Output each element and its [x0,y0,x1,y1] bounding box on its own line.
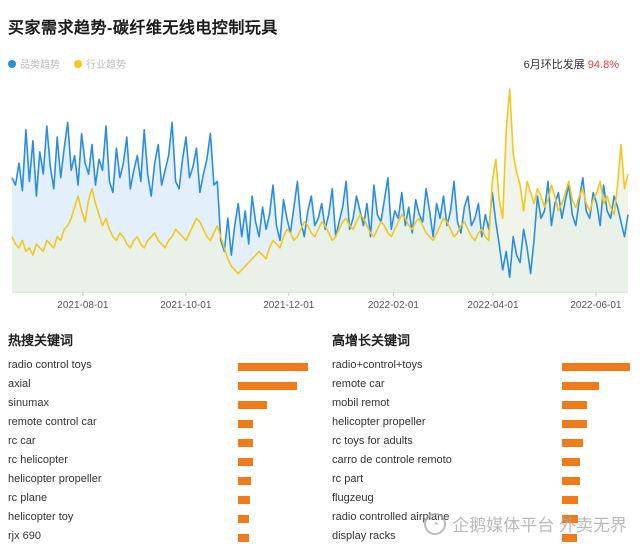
legend-label-industry: 行业趋势 [86,60,126,71]
series-area-industry [12,89,628,292]
hot-keyword-row[interactable]: rjx 690 [8,530,308,546]
x-tick-label: 2021-10-01 [160,300,212,311]
growth-keywords-list: radio+control+toys remote car mobil remot h… [332,359,632,546]
growth-keyword-row[interactable]: radio+control+toys [332,359,632,378]
growth-keyword-bar [562,496,578,504]
hot-keyword-label: rc car [8,435,36,447]
growth-keyword-bar [562,382,599,390]
legend-dot-industry [74,59,82,68]
growth-keyword-bar [562,458,580,466]
watermark-icon: ◔ [424,512,447,535]
growth-keyword-label: rc part [332,473,364,485]
growth-keyword-row[interactable]: mobil remot [332,397,632,416]
legend-item-industry[interactable]: 行业趋势 [74,56,126,71]
hot-keyword-bar [238,363,308,371]
x-tick-label: 2022-04-01 [467,300,519,311]
growth-keyword-row[interactable]: rc toys for adults [332,435,632,454]
hot-keyword-bar [238,477,251,485]
hot-keyword-row[interactable]: remote control car [8,416,308,435]
hot-keyword-label: helicopter propeller [8,473,102,485]
hot-keyword-bar [238,515,249,523]
legend-dot-category [8,59,16,68]
hot-keyword-bar [238,534,249,542]
trend-chart: 2021-08-01 2021-10-01 2021-12-01 2022-02-01… [11,88,629,311]
hot-keyword-label: rc plane [8,492,48,504]
mom-value: 94.8% [587,59,619,71]
growth-keyword-row[interactable]: radio controlled airplane [332,511,632,530]
growth-keyword-bar [562,363,630,371]
growth-keyword-label: carro de controle remoto [332,454,452,466]
growth-keyword-bar [562,477,580,485]
page-title: 买家需求趋势-碳纤维无线电控制玩具 [8,20,278,37]
growth-keyword-label: radio+control+toys [332,359,423,371]
hot-keyword-bar [238,401,267,409]
growth-keyword-label: helicopter propeller [332,416,426,428]
hot-keyword-row[interactable]: rc plane [8,492,308,511]
hot-keywords-list: radio control toys axial sinumax remote con… [8,359,308,546]
hot-keyword-row[interactable]: helicopter toy [8,511,308,530]
growth-keyword-row[interactable]: carro de controle remoto [332,454,632,473]
growth-keyword-bar [562,401,587,409]
growth-keyword-bar [562,439,583,447]
growth-keyword-bar [562,420,587,428]
hot-keyword-row[interactable]: rc helicopter [8,454,308,473]
hot-keyword-bar [238,382,297,390]
hot-keywords-title: 热搜关键词 [8,333,74,348]
mom-growth: 6月环比发展 94.8% [524,56,619,72]
growth-keywords-title: 高增长关键词 [332,333,411,348]
hot-keyword-label: axial [8,378,31,390]
hot-keyword-row[interactable]: rc car [8,435,308,454]
hot-keyword-row[interactable]: sinumax [8,397,308,416]
x-tick-label: 2022-06-01 [570,300,622,311]
growth-keyword-label: mobil remot [332,397,390,409]
watermark-text: 企鹅媒体平台 外卖无界 [452,516,627,535]
growth-keyword-row[interactable]: rc part [332,473,632,492]
hot-keyword-bar [238,458,253,466]
hot-keyword-label: rjx 690 [8,530,42,542]
hot-keyword-label: radio control toys [8,359,92,371]
growth-keyword-row[interactable]: display racks [332,530,632,546]
series-line-category[interactable] [11,121,629,279]
hot-keywords-section: 热搜关键词 radio control toys axial sinumax remo… [8,330,308,546]
growth-keyword-label: rc toys for adults [332,435,413,447]
growth-keyword-label: remote car [332,378,385,390]
growth-keyword-row[interactable]: flugzeug [332,492,632,511]
hot-keyword-label: helicopter toy [8,511,74,523]
growth-keyword-label: radio controlled airplane [332,511,450,523]
x-tick-label: 2021-08-01 [57,300,109,311]
growth-keyword-bar [562,515,578,523]
x-tick-label: 2022-02-01 [368,300,420,311]
hot-keyword-row[interactable]: axial [8,378,308,397]
hot-keyword-row[interactable]: helicopter propeller [8,473,308,492]
chart-legend: 品类趋势 行业趋势 [8,56,126,71]
hot-keyword-bar [238,496,250,504]
x-tick-label: 2021-12-01 [263,300,315,311]
legend-item-category[interactable]: 品类趋势 [8,56,60,71]
hot-keyword-label: sinumax [8,397,49,409]
hot-keyword-label: rc helicopter [8,454,68,466]
growth-keyword-label: flugzeug [332,492,374,504]
series-line-industry[interactable] [11,88,629,275]
growth-keyword-row[interactable]: helicopter propeller [332,416,632,435]
growth-keyword-bar [562,534,577,542]
growth-keywords-section: 高增长关键词 radio+control+toys remote car mobil… [332,330,632,546]
legend-label-category: 品类趋势 [20,60,60,71]
growth-keyword-label: display racks [332,530,396,542]
growth-keyword-row[interactable]: remote car [332,378,632,397]
hot-keyword-row[interactable]: radio control toys [8,359,308,378]
hot-keyword-label: remote control car [8,416,97,428]
watermark: ◔ 企鹅媒体平台 外卖无界 [424,511,627,536]
hot-keyword-bar [238,420,253,428]
hot-keyword-bar [238,439,253,447]
mom-label: 6月环比发展 [523,59,585,71]
